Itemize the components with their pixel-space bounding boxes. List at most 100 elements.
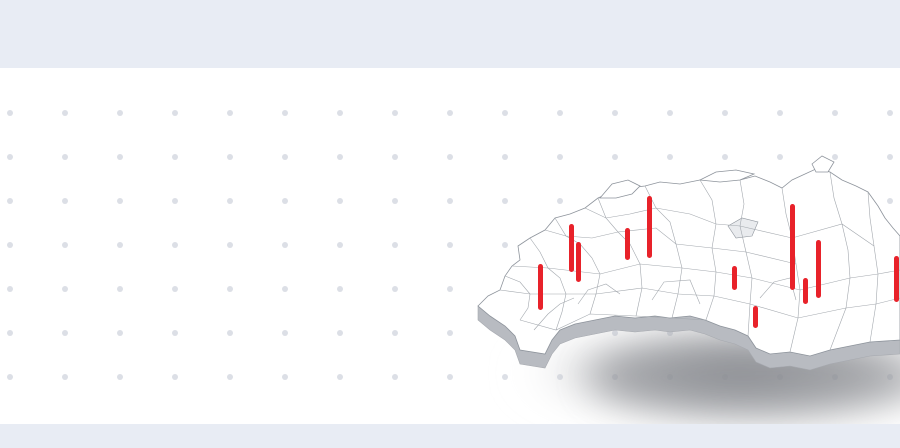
grid-dot xyxy=(7,198,13,204)
map-island-north-2 xyxy=(698,169,756,183)
grid-dot xyxy=(117,110,123,116)
grid-dot xyxy=(392,374,398,380)
grid-dot xyxy=(117,330,123,336)
main-panel xyxy=(0,68,900,424)
map-island-north-3 xyxy=(811,155,835,173)
map-bay xyxy=(727,217,759,239)
grid-dot xyxy=(117,242,123,248)
grid-dot xyxy=(117,374,123,380)
grid-dot xyxy=(392,198,398,204)
grid-dot xyxy=(282,286,288,292)
grid-dot xyxy=(502,242,508,248)
grid-dot xyxy=(337,242,343,248)
grid-dot xyxy=(282,198,288,204)
grid-dot xyxy=(282,154,288,160)
grid-dot xyxy=(447,330,453,336)
grid-dot xyxy=(172,286,178,292)
grid-dot xyxy=(392,154,398,160)
map-marker xyxy=(647,196,652,258)
grid-dot xyxy=(557,110,563,116)
grid-dot xyxy=(282,242,288,248)
grid-dot xyxy=(172,110,178,116)
grid-dot xyxy=(7,286,13,292)
map-marker xyxy=(576,242,581,282)
grid-dot xyxy=(227,198,233,204)
grid-dot xyxy=(62,286,68,292)
map-marker xyxy=(803,278,808,304)
map-marker xyxy=(569,224,574,272)
grid-dot xyxy=(172,330,178,336)
map-marker xyxy=(538,264,543,310)
grid-dot xyxy=(172,154,178,160)
grid-dot xyxy=(832,110,838,116)
grid-dot xyxy=(722,154,728,160)
grid-dot xyxy=(447,154,453,160)
grid-dot xyxy=(7,154,13,160)
grid-dot xyxy=(337,374,343,380)
map-markers xyxy=(538,196,899,328)
grid-dot xyxy=(887,110,893,116)
grid-dot xyxy=(227,330,233,336)
top-band xyxy=(0,0,900,68)
bottom-band xyxy=(0,424,900,448)
grid-dot xyxy=(392,286,398,292)
grid-dot xyxy=(447,374,453,380)
grid-dot xyxy=(7,330,13,336)
grid-dot xyxy=(227,374,233,380)
grid-dot xyxy=(282,110,288,116)
map-illustration xyxy=(477,155,900,424)
grid-dot xyxy=(337,286,343,292)
grid-dot xyxy=(7,374,13,380)
grid-dot xyxy=(172,242,178,248)
grid-dot xyxy=(392,110,398,116)
grid-dot xyxy=(447,242,453,248)
map-marker xyxy=(816,240,821,298)
grid-dot xyxy=(667,110,673,116)
grid-dot xyxy=(447,198,453,204)
grid-dot xyxy=(62,374,68,380)
grid-dot xyxy=(62,242,68,248)
grid-dot xyxy=(337,330,343,336)
map-island-north-1 xyxy=(599,179,641,199)
grid-dot xyxy=(62,154,68,160)
grid-dot xyxy=(722,110,728,116)
grid-dot xyxy=(62,110,68,116)
grid-dot xyxy=(667,154,673,160)
grid-dot xyxy=(777,154,783,160)
grid-dot xyxy=(777,110,783,116)
grid-dot xyxy=(502,110,508,116)
grid-dot xyxy=(557,198,563,204)
map-marker xyxy=(753,306,758,328)
grid-dot xyxy=(62,198,68,204)
map-region-borders xyxy=(499,171,900,353)
map-marker xyxy=(625,228,630,260)
grid-dot xyxy=(227,286,233,292)
map-marker xyxy=(894,256,899,302)
grid-dot xyxy=(227,154,233,160)
grid-dot xyxy=(392,242,398,248)
grid-dot xyxy=(117,286,123,292)
grid-dot xyxy=(337,154,343,160)
grid-dot xyxy=(557,154,563,160)
grid-dot xyxy=(612,110,618,116)
grid-dot xyxy=(337,198,343,204)
grid-dot xyxy=(447,110,453,116)
grid-dot xyxy=(832,154,838,160)
grid-dot xyxy=(447,286,453,292)
map-marker xyxy=(732,266,737,290)
grid-dot xyxy=(887,198,893,204)
grid-dot xyxy=(172,374,178,380)
grid-dot xyxy=(502,374,508,380)
grid-dot xyxy=(117,154,123,160)
grid-dot xyxy=(62,330,68,336)
map-marker xyxy=(790,204,795,290)
grid-dot xyxy=(7,242,13,248)
grid-dot xyxy=(502,198,508,204)
grid-dot xyxy=(7,110,13,116)
grid-dot xyxy=(227,110,233,116)
grid-dot xyxy=(282,330,288,336)
grid-dot xyxy=(282,374,288,380)
grid-dot xyxy=(337,110,343,116)
grid-dot xyxy=(117,198,123,204)
grid-dot xyxy=(227,242,233,248)
